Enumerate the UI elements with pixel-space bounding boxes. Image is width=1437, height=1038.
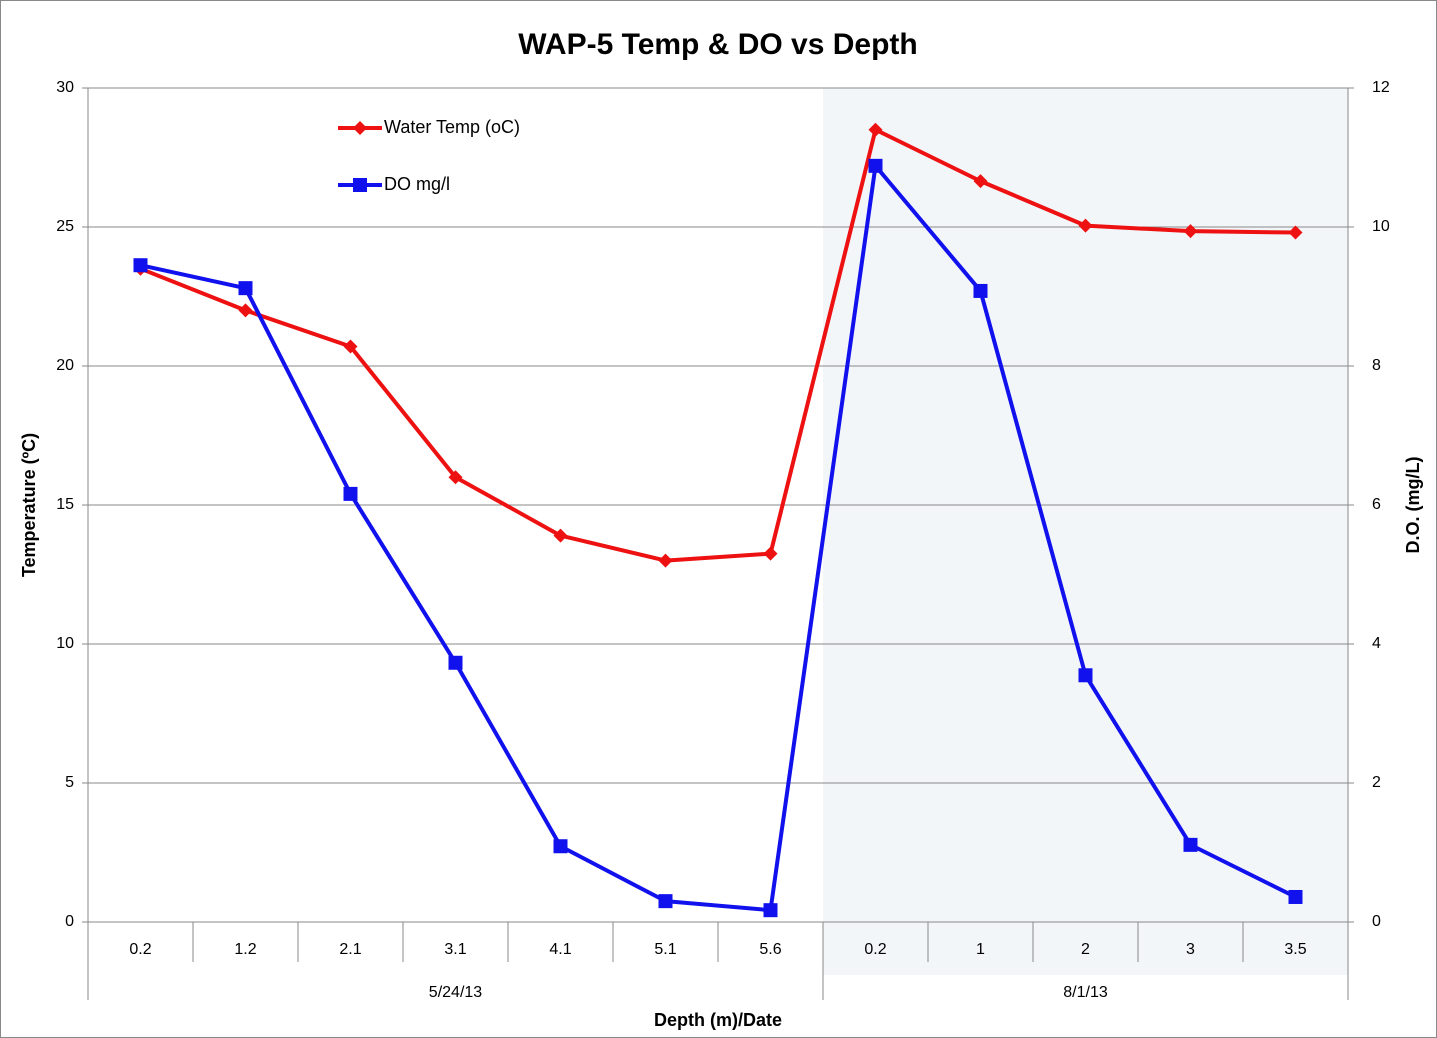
series-line	[140, 163, 1297, 913]
y2-tick-label: 12	[1372, 79, 1390, 96]
data-point	[553, 839, 568, 854]
data-point	[1078, 218, 1093, 233]
data-point	[238, 303, 253, 318]
group-shading	[823, 88, 1348, 975]
x-tick-label: 1	[976, 941, 985, 958]
x-tick-label: 0.2	[864, 941, 886, 958]
data-point	[343, 339, 358, 354]
legend-label: DO mg/l	[384, 174, 450, 194]
x-tick-label: 3	[1186, 941, 1195, 958]
y2-axis-label: D.O. (mg/L)	[1403, 457, 1423, 554]
data-point	[1183, 224, 1198, 239]
data-point	[553, 528, 568, 543]
y2-tick-label: 8	[1372, 357, 1381, 374]
y-axis-label: Temperature (ºC)	[19, 433, 39, 577]
y-tick-label: 20	[56, 357, 74, 374]
x-tick-label: 2	[1081, 941, 1090, 958]
y-tick-label: 30	[56, 79, 74, 96]
data-point	[658, 894, 673, 909]
x-tick-label: 5.1	[654, 941, 676, 958]
legend-label: Water Temp (oC)	[384, 117, 520, 137]
x-tick-label: 0.2	[129, 941, 151, 958]
y-tick-label: 10	[56, 635, 74, 652]
x-tick-label: 5.6	[759, 941, 781, 958]
data-point	[868, 122, 883, 137]
data-point	[133, 258, 148, 273]
x-tick-label: 3.1	[444, 941, 466, 958]
y2-tick-label: 2	[1372, 774, 1381, 791]
group-label: 5/24/13	[429, 984, 482, 1001]
data-point	[238, 281, 253, 296]
data-point	[1288, 889, 1303, 904]
data-point	[868, 158, 883, 173]
data-point	[763, 903, 778, 918]
y-tick-label: 15	[56, 496, 74, 513]
y-tick-label: 0	[65, 913, 74, 930]
data-point	[1183, 837, 1198, 852]
data-point	[1288, 225, 1303, 240]
x-axis-label: Depth (m)/Date	[654, 1010, 782, 1030]
x-tick-label: 4.1	[549, 941, 571, 958]
legend-marker	[353, 121, 367, 135]
data-point	[1078, 668, 1093, 683]
data-point	[343, 486, 358, 501]
data-point	[973, 283, 988, 298]
series-line	[139, 127, 1296, 563]
x-tick-label: 1.2	[234, 941, 256, 958]
data-point	[763, 546, 778, 561]
group-label: 8/1/13	[1063, 984, 1108, 1001]
data-point	[658, 553, 673, 568]
legend-marker	[353, 178, 367, 192]
x-tick-label: 2.1	[339, 941, 361, 958]
y-tick-label: 5	[65, 774, 74, 791]
y2-tick-label: 0	[1372, 913, 1381, 930]
data-point	[973, 174, 988, 189]
y2-tick-label: 4	[1372, 635, 1381, 652]
data-point	[448, 655, 463, 670]
x-tick-label: 3.5	[1284, 941, 1306, 958]
data-point	[448, 470, 463, 485]
y2-tick-label: 6	[1372, 496, 1381, 513]
y2-tick-label: 10	[1372, 218, 1390, 235]
chart-title: WAP-5 Temp & DO vs Depth	[518, 28, 918, 61]
y-tick-label: 25	[56, 218, 74, 235]
